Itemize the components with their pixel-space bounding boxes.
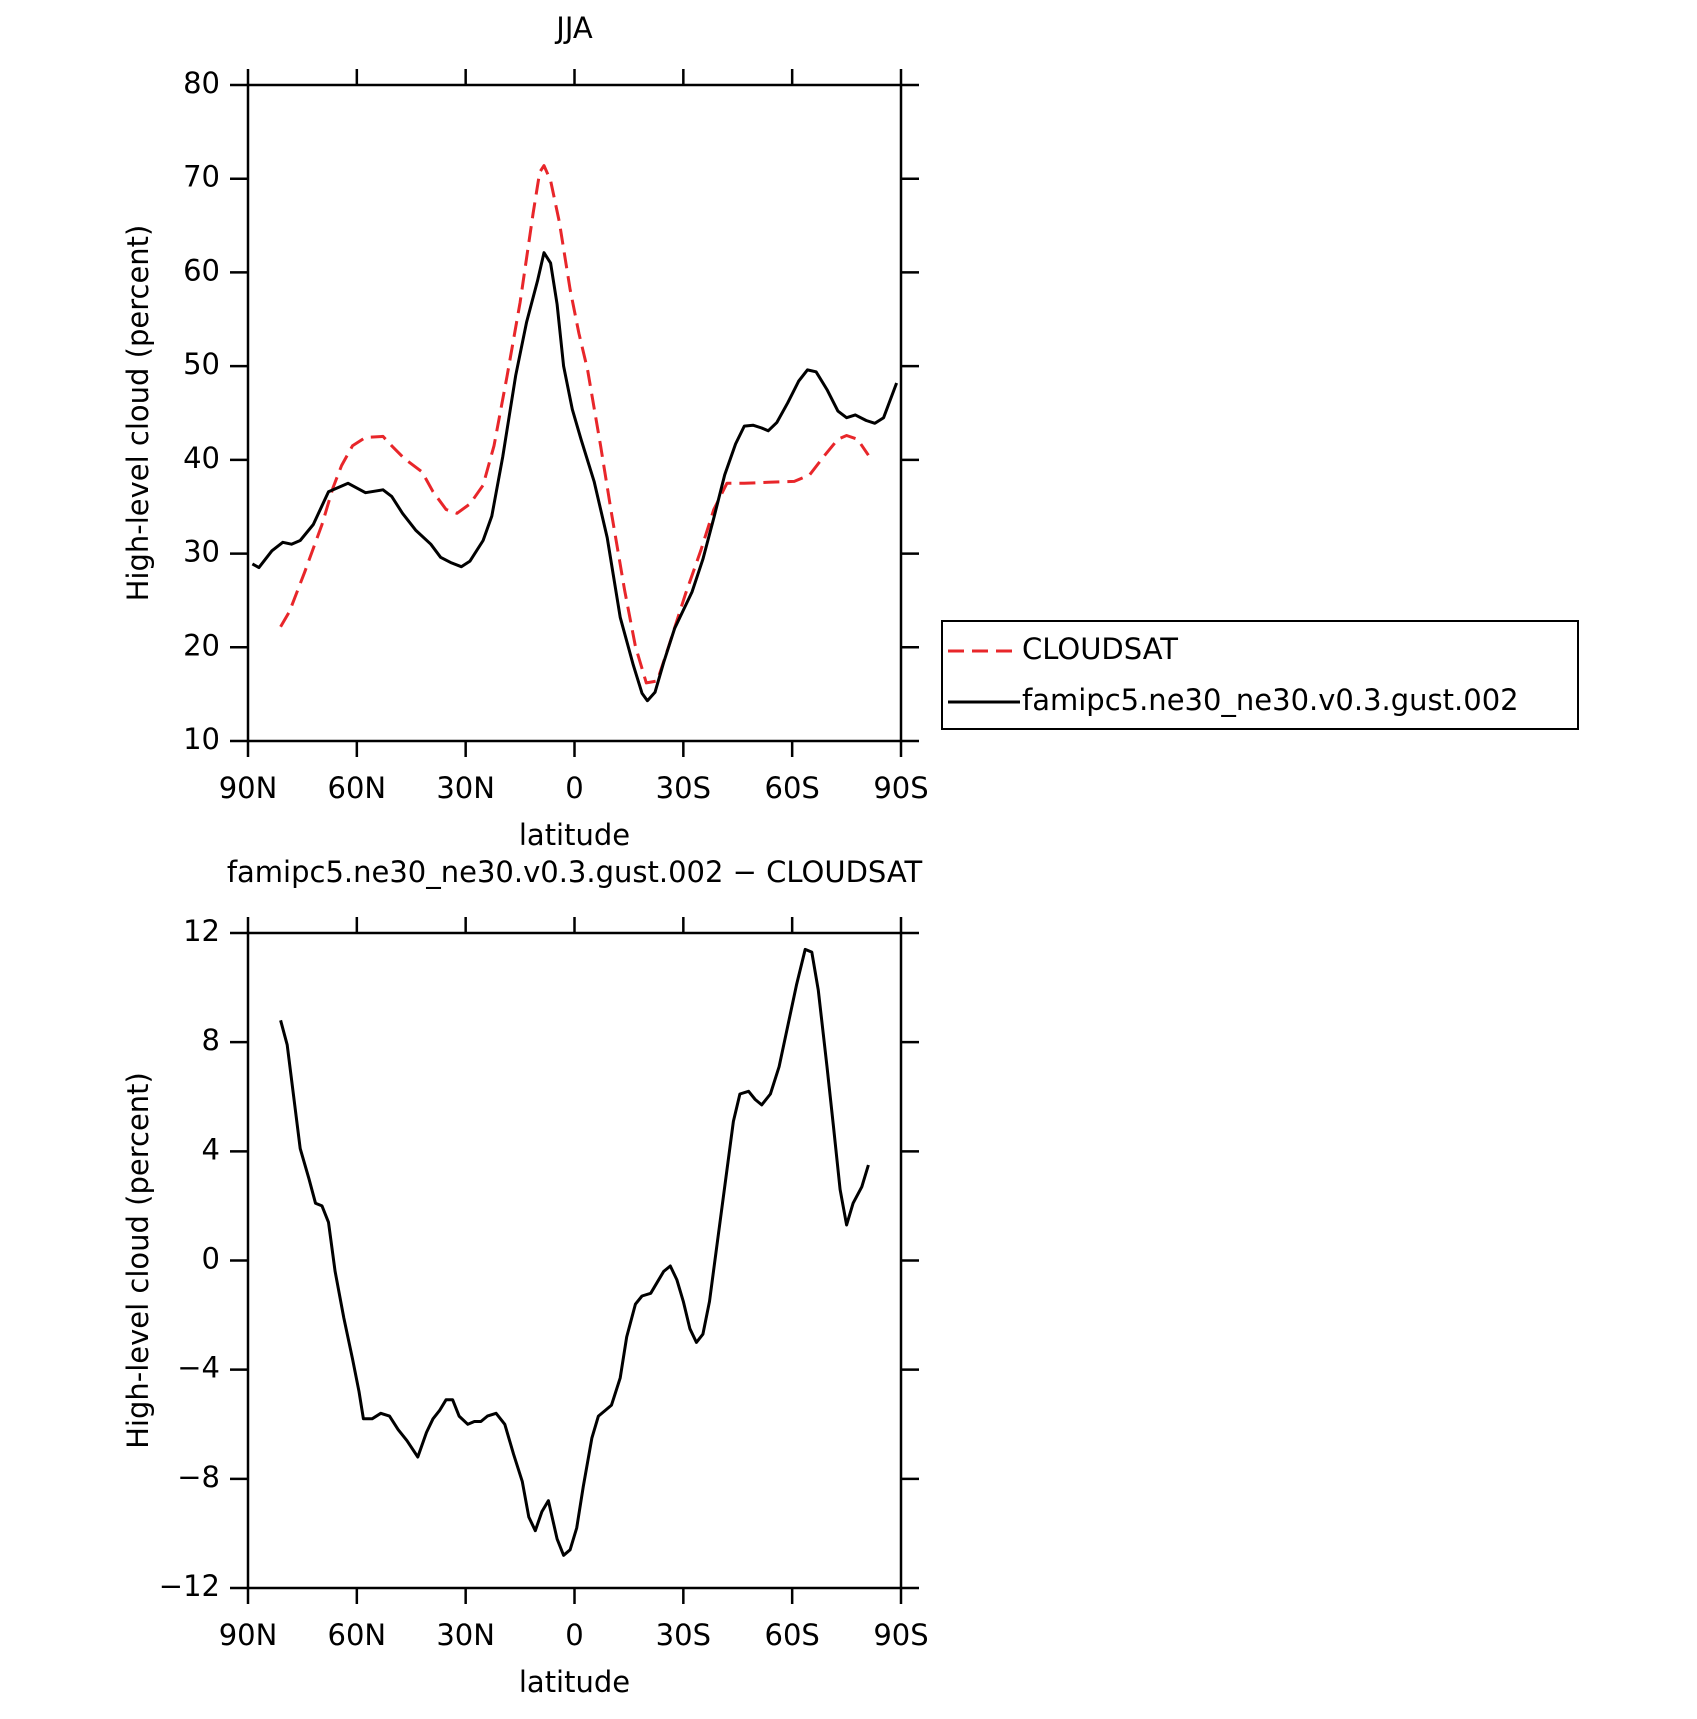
x-tick-label: 60N: [328, 1618, 387, 1652]
x-tick-label: 90N: [219, 1618, 278, 1652]
y-tick-label: −12: [159, 1569, 220, 1603]
y-tick-label: 4: [202, 1132, 220, 1166]
x-tick-label: 30N: [436, 771, 495, 805]
y-axis-label: High-level cloud (percent): [121, 1072, 155, 1449]
x-tick-label: 30N: [436, 1618, 495, 1652]
y-tick-label: 40: [183, 441, 220, 475]
x-tick-label: 90N: [219, 771, 278, 805]
data-line: [279, 164, 870, 685]
y-tick-label: 60: [183, 253, 220, 287]
legend-label: famipc5.ne30_ne30.v0.3.gust.002: [1022, 683, 1519, 717]
x-tick-label: 90S: [873, 771, 928, 805]
y-tick-label: 8: [202, 1023, 220, 1057]
plot-frame: [246, 931, 903, 1590]
legend-label: CLOUDSAT: [1022, 632, 1178, 666]
x-tick-label: 60N: [328, 771, 387, 805]
y-tick-label: −4: [177, 1351, 220, 1385]
y-tick-label: 70: [183, 160, 220, 194]
y-tick-label: 12: [183, 914, 220, 948]
x-tick-label: 0: [565, 771, 583, 805]
x-axis-label: latitude: [519, 818, 630, 852]
legend-box: [941, 620, 1579, 730]
y-tick-label: −8: [177, 1460, 220, 1494]
x-tick-label: 0: [565, 1618, 583, 1652]
y-tick-label: 80: [183, 66, 220, 100]
x-axis-label: latitude: [519, 1665, 630, 1699]
x-tick-label: 60S: [765, 771, 820, 805]
data-line: [279, 947, 870, 1557]
y-axis-label: High-level cloud (percent): [121, 225, 155, 602]
x-tick-label: 90S: [873, 1618, 928, 1652]
data-line: [251, 251, 899, 703]
y-tick-label: 20: [183, 628, 220, 662]
chart-title: famipc5.ne30_ne30.v0.3.gust.002 − CLOUDS…: [227, 855, 923, 889]
y-tick-label: 10: [183, 722, 220, 756]
y-tick-label: 50: [183, 347, 220, 381]
chart-title: JJA: [554, 11, 593, 45]
x-tick-label: 30S: [656, 771, 711, 805]
y-tick-label: 30: [183, 535, 220, 569]
x-tick-label: 60S: [765, 1618, 820, 1652]
y-tick-label: 0: [202, 1242, 220, 1276]
x-tick-label: 30S: [656, 1618, 711, 1652]
